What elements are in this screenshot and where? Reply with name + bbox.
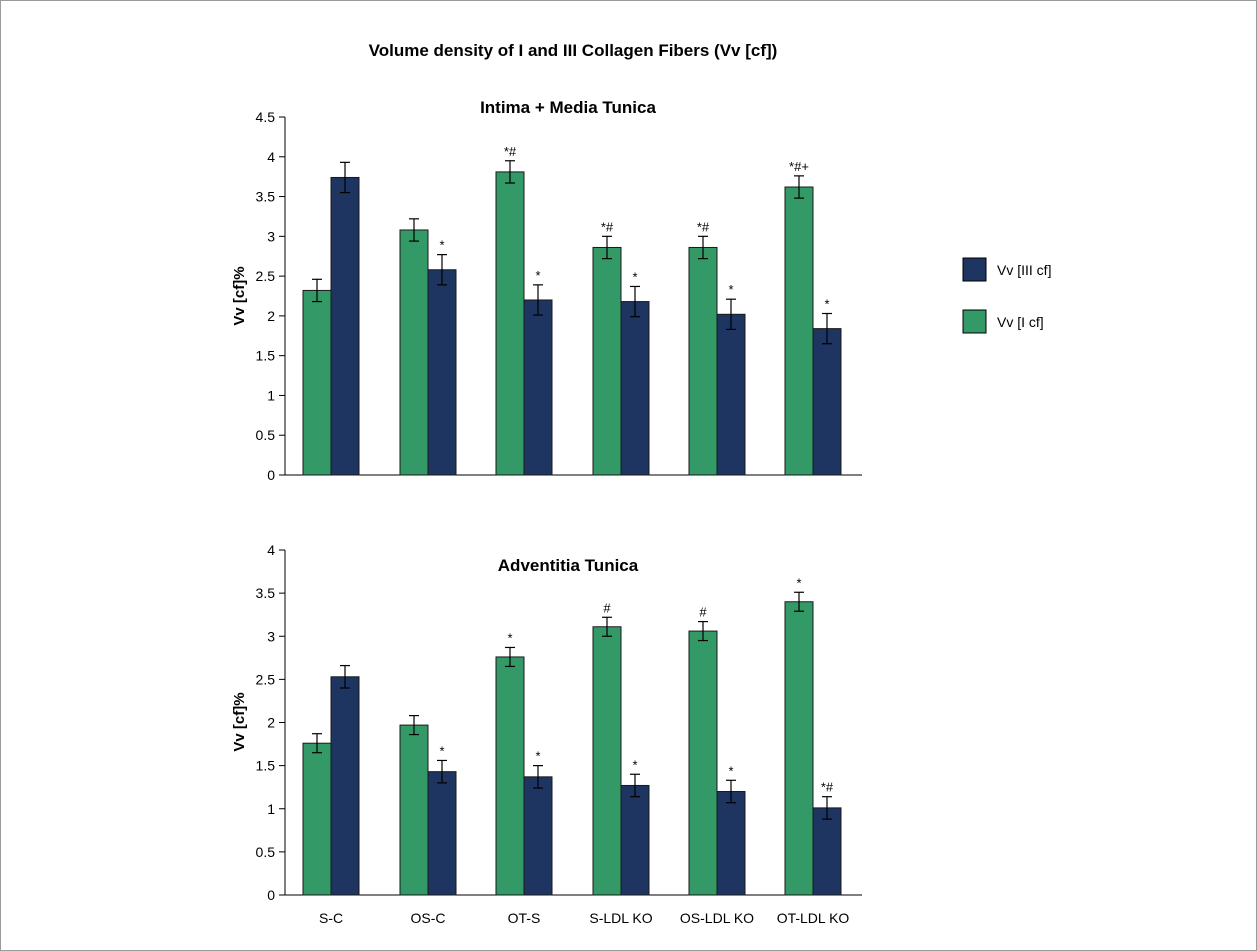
- figure-title: Volume density of I and III Collagen Fib…: [369, 41, 778, 60]
- y-tick-label: 0.5: [256, 427, 276, 443]
- significance-label: *: [439, 238, 444, 253]
- bar: [716, 791, 746, 896]
- bar: [495, 171, 525, 476]
- bar: [399, 229, 429, 476]
- bar: [427, 771, 457, 896]
- y-tick-label: 3: [267, 228, 275, 244]
- significance-label: *: [824, 297, 829, 312]
- bar: [620, 301, 650, 476]
- x-tick-label: OT-S: [508, 910, 541, 926]
- bar: [592, 246, 622, 476]
- y-tick-label: 2: [267, 715, 275, 731]
- significance-label: *: [632, 757, 637, 772]
- legend: Vv [III cf] Vv [I cf]: [962, 257, 1051, 334]
- y-tick-label: 3.5: [256, 585, 276, 601]
- x-tick-label: S-LDL KO: [589, 910, 652, 926]
- y-tick-label: 0: [267, 467, 275, 483]
- y-tick-label: 1.5: [256, 348, 276, 364]
- significance-label: *: [728, 282, 733, 297]
- bar: [523, 299, 553, 476]
- bar: [330, 676, 360, 896]
- y-tick-label: 1: [267, 801, 275, 817]
- bar: [784, 601, 814, 896]
- significance-label: *: [728, 763, 733, 778]
- bar: [688, 630, 718, 896]
- y-tick-label: 4: [267, 542, 275, 558]
- significance-label: *: [535, 268, 540, 283]
- y-tick-label: 2.5: [256, 671, 276, 687]
- legend-label-series-iii: Vv [III cf]: [997, 262, 1051, 278]
- significance-label: *: [796, 575, 801, 590]
- significance-label: *#: [821, 780, 834, 795]
- significance-label: *: [439, 743, 444, 758]
- significance-label: *: [632, 269, 637, 284]
- x-tick-label: S-C: [319, 910, 343, 926]
- legend-swatch-series-iii: [962, 257, 987, 282]
- legend-swatch-series-i: [962, 309, 987, 334]
- bar: [399, 724, 429, 896]
- x-tick-label: OS-C: [411, 910, 446, 926]
- y-tick-label: 3: [267, 628, 275, 644]
- bar: [523, 776, 553, 896]
- bar: [302, 289, 332, 476]
- significance-label: *#: [601, 219, 614, 234]
- bar: [302, 742, 332, 896]
- bar: [427, 269, 457, 476]
- significance-label: #: [603, 600, 611, 615]
- y-axis-label: Vv [cf]%: [231, 692, 248, 751]
- y-tick-label: 1.5: [256, 758, 276, 774]
- y-tick-label: 1: [267, 387, 275, 403]
- bar: [716, 313, 746, 476]
- bar: [592, 626, 622, 896]
- bar: [330, 176, 360, 476]
- bar: [784, 186, 814, 476]
- significance-label: *#: [697, 219, 710, 234]
- x-tick-label: OT-LDL KO: [777, 910, 850, 926]
- significance-label: *#: [504, 144, 517, 159]
- chart-panel-1: Adventitia Tunica Vv [cf]% 0 0.5 1 1.5 2 2.5 3 3.…: [231, 542, 862, 926]
- y-tick-label: 2.5: [256, 268, 276, 284]
- legend-label-series-i: Vv [I cf]: [997, 314, 1044, 330]
- bar: [688, 246, 718, 476]
- bar: [620, 784, 650, 896]
- significance-label: #: [699, 605, 707, 620]
- panel-title: Adventitia Tunica: [498, 556, 639, 575]
- panel-title: Intima + Media Tunica: [480, 98, 656, 117]
- y-tick-label: 0.5: [256, 844, 276, 860]
- significance-label: *: [535, 749, 540, 764]
- significance-label: *: [507, 630, 512, 645]
- y-tick-label: 0: [267, 887, 275, 903]
- y-tick-label: 4.5: [256, 109, 276, 125]
- bar: [812, 807, 842, 896]
- x-tick-label: OS-LDL KO: [680, 910, 754, 926]
- bar: [495, 656, 525, 896]
- chart-panel-0: Intima + Media Tunica Vv [cf]% 0 0.5 1 1.5 2 2.…: [231, 98, 862, 483]
- y-tick-label: 2: [267, 308, 275, 324]
- bar: [812, 328, 842, 476]
- y-tick-label: 3.5: [256, 189, 276, 205]
- y-tick-label: 4: [267, 149, 275, 165]
- significance-label: *#+: [789, 159, 809, 174]
- y-axis-label: Vv [cf]%: [231, 266, 248, 325]
